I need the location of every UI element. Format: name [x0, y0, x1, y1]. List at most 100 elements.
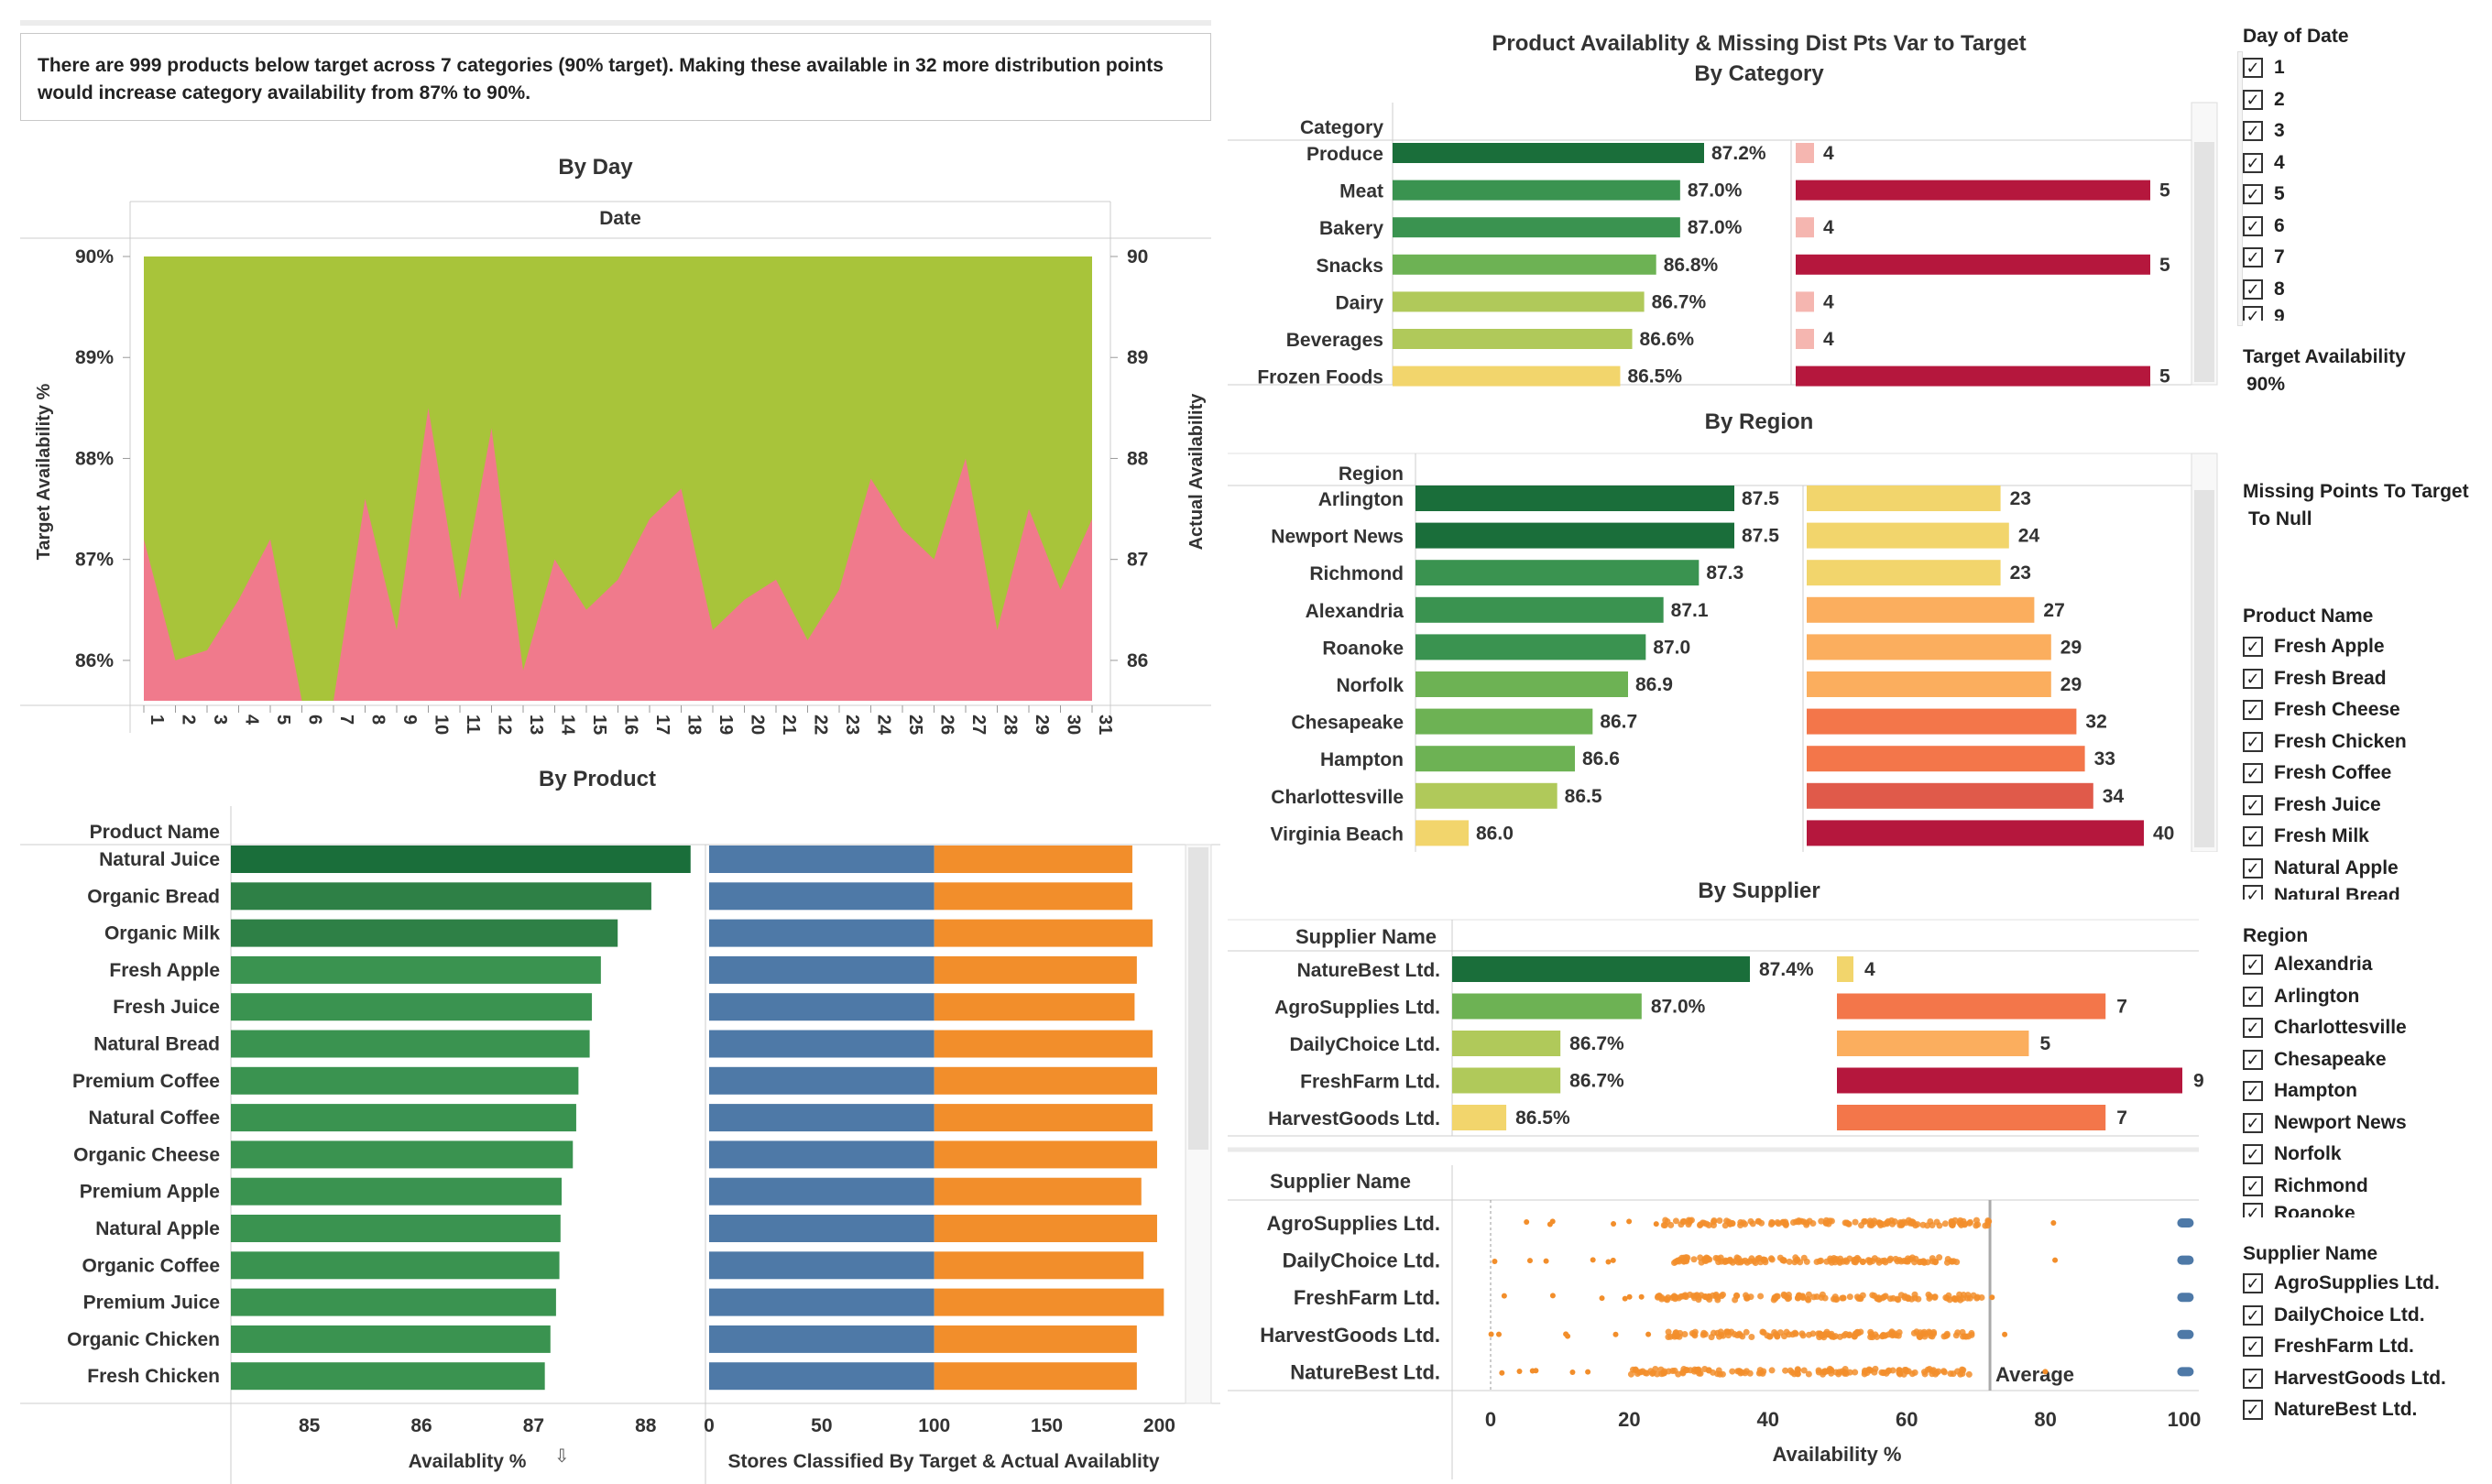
scatter-row-label: HarvestGoods Ltd.	[1260, 1324, 1440, 1347]
filter-day-3[interactable]: ✓ 3	[2243, 116, 2285, 146]
filter-product-natural-apple[interactable]: ✓ Natural Apple	[2243, 854, 2399, 883]
checkbox-icon[interactable]: ✓	[2243, 885, 2263, 900]
filter-missing-value[interactable]: To Null	[2248, 508, 2312, 529]
filter-day-8[interactable]: ✓ 8	[2243, 275, 2285, 304]
filter-product-fresh-chicken[interactable]: ✓ Fresh Chicken	[2243, 727, 2407, 757]
filter-supplier-dailychoice-ltd-[interactable]: ✓ DailyChoice Ltd.	[2243, 1301, 2425, 1330]
region-availability-label: 87.5	[1742, 488, 1779, 509]
checkbox-icon[interactable]: ✓	[2243, 857, 2263, 878]
product-availability-bar	[231, 1140, 574, 1169]
checkbox-icon[interactable]: ✓	[2243, 278, 2263, 300]
scatter-row-label: DailyChoice Ltd.	[1283, 1249, 1440, 1272]
checkbox-icon[interactable]: ✓	[2243, 152, 2263, 173]
by-region-chart: By Region Region Arlington 87.5 23 Newport Ne…	[1228, 409, 2218, 852]
filter-product-fresh-bread[interactable]: ✓ Fresh Bread	[2243, 664, 2387, 693]
filter-day-1[interactable]: ✓ 1	[2243, 53, 2285, 82]
filter-supplier-harvestgoods-ltd-[interactable]: ✓ HarvestGoods Ltd.	[2243, 1364, 2446, 1393]
checkbox-icon[interactable]: ✓	[2243, 763, 2263, 783]
checkbox-icon[interactable]: ✓	[2243, 1400, 2263, 1420]
checkbox-icon[interactable]: ✓	[2243, 637, 2263, 657]
region-row-label: Alexandria	[1306, 601, 1404, 622]
filter-region-label: Alexandria	[2274, 954, 2373, 975]
checkbox-icon[interactable]: ✓	[2243, 731, 2263, 752]
scatter-point	[1931, 1293, 1939, 1301]
checkbox-icon[interactable]: ✓	[2243, 668, 2263, 689]
filter-day-9[interactable]: ✓ 9	[2243, 306, 2285, 321]
filter-product-fresh-juice[interactable]: ✓ Fresh Juice	[2243, 791, 2381, 820]
checkbox-icon[interactable]: ✓	[2243, 215, 2263, 236]
left-tick-label: 88%	[75, 448, 114, 469]
checkbox-icon[interactable]: ✓	[2243, 826, 2263, 846]
checkbox-icon[interactable]: ✓	[2243, 700, 2263, 720]
scatter-point	[1585, 1369, 1591, 1375]
checkbox-icon[interactable]: ✓	[2243, 306, 2263, 321]
filter-region-label: Richmond	[2274, 1174, 2368, 1196]
scatter-point	[1846, 1331, 1853, 1338]
category-availability-label: 87.0%	[1688, 180, 1743, 202]
filter-region-hampton[interactable]: ✓ Hampton	[2243, 1076, 2357, 1106]
sort-icon: ⇩	[554, 1446, 570, 1467]
filter-target-value[interactable]: 90%	[2246, 374, 2286, 395]
category-row-label: Meat	[1339, 181, 1383, 202]
checkbox-icon[interactable]: ✓	[2243, 1144, 2263, 1164]
checkbox-icon[interactable]: ✓	[2243, 184, 2263, 204]
filter-region-alexandria[interactable]: ✓ Alexandria	[2243, 950, 2372, 979]
filter-product-fresh-cheese[interactable]: ✓ Fresh Cheese	[2243, 695, 2400, 725]
checkbox-icon[interactable]: ✓	[2243, 794, 2263, 815]
category-row-label: Bakery	[1319, 218, 1383, 239]
left-tick-label: 89%	[75, 347, 114, 368]
checkbox-icon[interactable]: ✓	[2243, 121, 2263, 141]
filter-supplier-agrosupplies-ltd-[interactable]: ✓ AgroSupplies Ltd.	[2243, 1269, 2440, 1298]
category-row-label: Frozen Foods	[1257, 367, 1383, 388]
product-availability-bar	[231, 955, 601, 984]
filter-product-natural-bread[interactable]: ✓ Natural Bread	[2243, 885, 2400, 900]
checkbox-icon[interactable]: ✓	[2243, 1304, 2263, 1326]
scatter-point	[1852, 1218, 1859, 1226]
filter-region-newport-news[interactable]: ✓ Newport News	[2243, 1108, 2407, 1138]
checkbox-icon[interactable]: ✓	[2243, 1112, 2263, 1133]
scatter-x-tick: 80	[2034, 1408, 2056, 1431]
region-availability-label: 86.0	[1476, 823, 1514, 844]
checkbox-icon[interactable]: ✓	[2243, 1368, 2263, 1389]
checkbox-icon[interactable]: ✓	[2243, 58, 2263, 78]
scatter-point	[1836, 1259, 1843, 1266]
filter-region-chesapeake[interactable]: ✓ Chesapeake	[2243, 1045, 2387, 1075]
checkbox-icon[interactable]: ✓	[2243, 986, 2263, 1007]
filter-product-fresh-coffee[interactable]: ✓ Fresh Coffee	[2243, 758, 2391, 788]
product-row-label: Fresh Apple	[109, 960, 220, 981]
filter-region-richmond[interactable]: ✓ Richmond	[2243, 1172, 2368, 1201]
filter-day-4[interactable]: ✓ 4	[2243, 148, 2285, 178]
checkbox-icon[interactable]: ✓	[2243, 955, 2263, 975]
filter-product-fresh-apple[interactable]: ✓ Fresh Apple	[2243, 632, 2385, 661]
filter-region-arlington[interactable]: ✓ Arlington	[2243, 982, 2359, 1011]
checkbox-icon[interactable]: ✓	[2243, 1337, 2263, 1357]
checkbox-icon[interactable]: ✓	[2243, 89, 2263, 110]
scatter-point	[1919, 1258, 1927, 1265]
checkbox-icon[interactable]: ✓	[2243, 1175, 2263, 1196]
x-tick-label: 1	[147, 715, 167, 725]
category-row-label: Produce	[1306, 144, 1383, 165]
checkbox-icon[interactable]: ✓	[2243, 1273, 2263, 1293]
filter-supplier-freshfarm-ltd-[interactable]: ✓ FreshFarm Ltd.	[2243, 1332, 2414, 1361]
checkbox-icon[interactable]: ✓	[2243, 1081, 2263, 1101]
checkbox-icon[interactable]: ✓	[2243, 1203, 2263, 1217]
filter-day-6[interactable]: ✓ 6	[2243, 212, 2285, 241]
filter-day-5[interactable]: ✓ 5	[2243, 180, 2285, 209]
filter-region-charlottesville[interactable]: ✓ Charlottesville	[2243, 1013, 2407, 1042]
scatter-point	[1896, 1257, 1903, 1264]
checkbox-icon[interactable]: ✓	[2243, 1018, 2263, 1038]
checkbox-icon[interactable]: ✓	[2243, 1049, 2263, 1070]
region-scrollbar-thumb	[2194, 490, 2214, 847]
filter-day-scrollbar[interactable]	[2237, 51, 2243, 326]
filter-supplier-naturebest-ltd-[interactable]: ✓ NatureBest Ltd.	[2243, 1395, 2417, 1424]
scatter-point	[2042, 1369, 2049, 1375]
filter-day-7[interactable]: ✓ 7	[2243, 243, 2285, 272]
filter-product-fresh-milk[interactable]: ✓ Fresh Milk	[2243, 822, 2369, 851]
checkbox-icon[interactable]: ✓	[2243, 247, 2263, 267]
filter-day-2[interactable]: ✓ 2	[2243, 85, 2285, 115]
filter-region-roanoke[interactable]: ✓ Roanoke	[2243, 1203, 2355, 1217]
product-x-tick: 87	[523, 1415, 544, 1436]
category-availability-label: 87.2%	[1711, 143, 1766, 164]
x-tick-label: 18	[684, 715, 705, 735]
filter-region-norfolk[interactable]: ✓ Norfolk	[2243, 1140, 2342, 1169]
